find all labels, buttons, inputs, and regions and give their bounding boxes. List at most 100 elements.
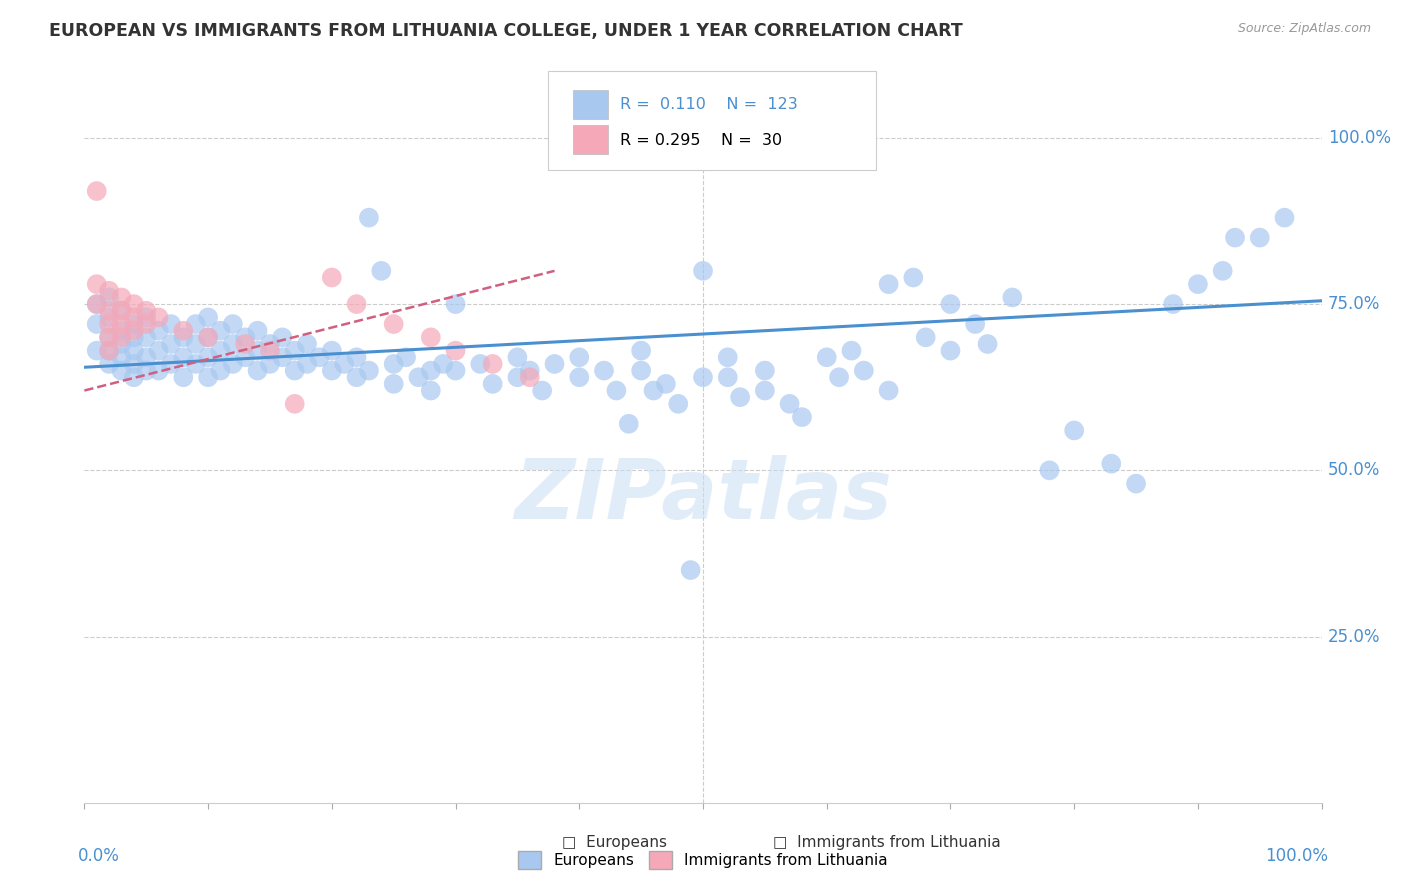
Point xyxy=(568,351,591,365)
Point xyxy=(976,337,998,351)
Point xyxy=(321,363,343,377)
Point xyxy=(148,363,170,377)
Point xyxy=(346,297,368,311)
Point xyxy=(135,317,157,331)
Point xyxy=(754,384,776,398)
Point xyxy=(1212,264,1234,278)
Point xyxy=(197,330,219,344)
Point xyxy=(122,357,145,371)
Point xyxy=(382,376,405,391)
Point xyxy=(295,357,318,371)
Point xyxy=(233,330,256,344)
Point xyxy=(939,343,962,358)
Point xyxy=(271,351,294,365)
Point xyxy=(110,317,132,331)
Point xyxy=(357,211,380,225)
Point xyxy=(184,317,207,331)
Point xyxy=(271,330,294,344)
Point xyxy=(259,343,281,358)
Point xyxy=(233,337,256,351)
Point xyxy=(877,384,900,398)
Point xyxy=(605,384,627,398)
Point xyxy=(98,303,121,318)
Point xyxy=(419,330,441,344)
Point xyxy=(630,343,652,358)
Point xyxy=(939,297,962,311)
Point xyxy=(506,370,529,384)
Point xyxy=(1038,463,1060,477)
Point xyxy=(98,317,121,331)
Point xyxy=(432,357,454,371)
Point xyxy=(1125,476,1147,491)
Point xyxy=(408,370,430,384)
Point xyxy=(1187,277,1209,292)
Point xyxy=(259,357,281,371)
Point xyxy=(122,330,145,344)
FancyBboxPatch shape xyxy=(574,125,607,154)
Point xyxy=(172,330,194,344)
Point xyxy=(1063,424,1085,438)
Point xyxy=(86,277,108,292)
Point xyxy=(86,297,108,311)
Point xyxy=(692,370,714,384)
Point xyxy=(692,264,714,278)
Point xyxy=(470,357,492,371)
Point xyxy=(160,317,183,331)
Point xyxy=(110,363,132,377)
Point xyxy=(877,277,900,292)
Point xyxy=(110,330,132,344)
Point xyxy=(965,317,987,331)
Point xyxy=(395,351,418,365)
Point xyxy=(122,343,145,358)
Point xyxy=(779,397,801,411)
Point xyxy=(630,363,652,377)
Point xyxy=(172,351,194,365)
Point xyxy=(284,397,307,411)
Point xyxy=(135,303,157,318)
Point xyxy=(295,337,318,351)
Point xyxy=(172,324,194,338)
Point xyxy=(110,337,132,351)
Point xyxy=(135,363,157,377)
Text: Source: ZipAtlas.com: Source: ZipAtlas.com xyxy=(1237,22,1371,36)
FancyBboxPatch shape xyxy=(548,71,876,170)
Point xyxy=(419,363,441,377)
Point xyxy=(246,343,269,358)
Point xyxy=(246,324,269,338)
FancyBboxPatch shape xyxy=(574,89,607,119)
Point xyxy=(160,357,183,371)
Point xyxy=(346,370,368,384)
Point xyxy=(481,357,503,371)
Point xyxy=(86,343,108,358)
Point xyxy=(98,357,121,371)
Text: 100.0%: 100.0% xyxy=(1327,128,1391,147)
Point xyxy=(1274,211,1296,225)
Point xyxy=(852,363,875,377)
Text: ZIPatlas: ZIPatlas xyxy=(515,455,891,536)
Point xyxy=(197,310,219,325)
Point xyxy=(86,184,108,198)
Point xyxy=(172,370,194,384)
Point xyxy=(209,363,232,377)
Point xyxy=(122,317,145,331)
Point xyxy=(209,324,232,338)
Point xyxy=(98,343,121,358)
Point xyxy=(246,363,269,377)
Point xyxy=(148,310,170,325)
Point xyxy=(86,317,108,331)
Point xyxy=(98,284,121,298)
Point xyxy=(655,376,678,391)
Point xyxy=(519,363,541,377)
Point xyxy=(122,370,145,384)
Text: R =  0.110    N =  123: R = 0.110 N = 123 xyxy=(620,96,797,112)
Point xyxy=(110,324,132,338)
Text: 25.0%: 25.0% xyxy=(1327,628,1381,646)
Point xyxy=(98,310,121,325)
Point xyxy=(828,370,851,384)
Text: R = 0.295    N =  30: R = 0.295 N = 30 xyxy=(620,133,782,148)
Point xyxy=(346,351,368,365)
Point xyxy=(841,343,863,358)
Text: 100.0%: 100.0% xyxy=(1265,847,1327,864)
Point xyxy=(86,297,108,311)
Point xyxy=(110,351,132,365)
